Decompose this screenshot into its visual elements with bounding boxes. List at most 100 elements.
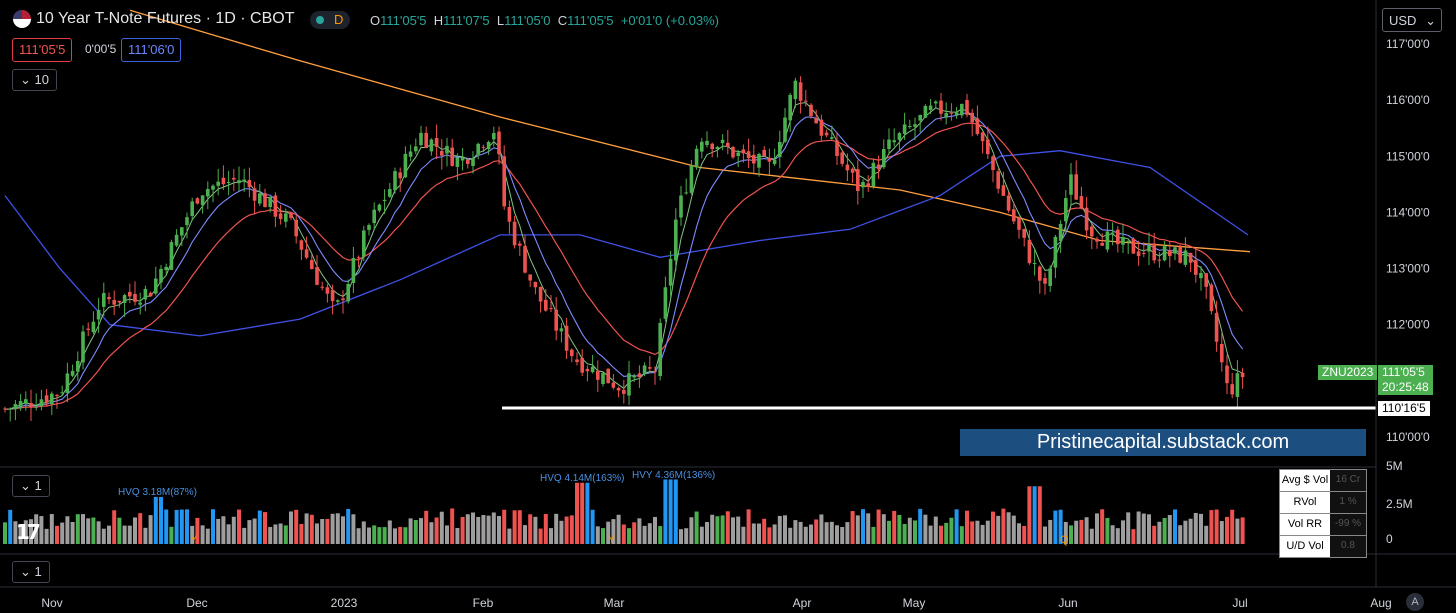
candle-body bbox=[778, 141, 782, 158]
candle-body bbox=[133, 293, 137, 302]
time-tick-label: Aug bbox=[1370, 596, 1391, 610]
candle-body bbox=[757, 153, 761, 168]
candle-body bbox=[492, 133, 496, 140]
volume-bar bbox=[850, 511, 855, 544]
volume-bar bbox=[996, 515, 1001, 544]
buy-price-button[interactable]: 111'06'0 bbox=[121, 38, 182, 62]
volume-bar bbox=[985, 520, 990, 544]
candle-body bbox=[538, 286, 543, 302]
ma-9-line bbox=[4, 112, 1244, 410]
candle-body bbox=[226, 181, 231, 183]
price-tick-label: 117'00'0 bbox=[1386, 37, 1430, 51]
auto-scale-button[interactable]: A bbox=[1406, 593, 1424, 611]
volume-bar bbox=[455, 527, 460, 544]
volume-bar bbox=[1157, 521, 1162, 544]
volume-bar bbox=[835, 525, 839, 544]
volume-bar bbox=[715, 516, 720, 544]
volume-bar bbox=[434, 517, 439, 544]
volume-bar bbox=[694, 511, 699, 544]
candle-body bbox=[55, 394, 59, 396]
volume-bar bbox=[543, 514, 548, 544]
volume-bar bbox=[772, 524, 777, 544]
volume-bar bbox=[75, 514, 80, 544]
time-tick-label: Dec bbox=[186, 596, 207, 610]
volume-bar bbox=[673, 479, 678, 544]
candle-body bbox=[596, 370, 600, 380]
candle-body bbox=[356, 257, 361, 259]
stat-row: RVol 1 % bbox=[1279, 492, 1367, 514]
candle-body bbox=[601, 372, 605, 384]
price-tick-label: 112'00'0 bbox=[1386, 318, 1430, 332]
volume-bar bbox=[819, 514, 824, 544]
volume-bar bbox=[689, 517, 694, 544]
market-status[interactable]: D bbox=[310, 11, 350, 29]
candle-body bbox=[91, 321, 96, 333]
candle-body bbox=[320, 286, 324, 288]
volume-bar bbox=[1084, 517, 1089, 544]
candle-body bbox=[705, 140, 709, 146]
volume-bar bbox=[658, 526, 663, 544]
volume-bar bbox=[356, 528, 361, 544]
candle-body bbox=[34, 406, 38, 408]
candle-body bbox=[814, 118, 818, 124]
candle-body bbox=[18, 401, 23, 408]
volume-tick-label: 2.5M bbox=[1386, 497, 1413, 511]
candle-body bbox=[923, 105, 928, 118]
time-tick-label: May bbox=[903, 596, 926, 610]
volume-bar bbox=[289, 511, 293, 544]
volume-bar bbox=[564, 516, 569, 544]
candle-body bbox=[403, 153, 408, 178]
tradingview-logo-icon[interactable]: 17 bbox=[16, 520, 41, 544]
volume-bar bbox=[179, 509, 184, 544]
candle-body bbox=[1131, 238, 1136, 254]
candle-body bbox=[876, 164, 881, 170]
volume-bar bbox=[606, 521, 611, 544]
candle-body bbox=[39, 399, 44, 407]
volume-bar bbox=[283, 525, 288, 544]
candle-body bbox=[200, 195, 205, 206]
volume-bar bbox=[143, 527, 148, 544]
volume-bar bbox=[939, 525, 943, 544]
candle-body bbox=[897, 133, 902, 140]
candle-body bbox=[632, 375, 636, 378]
volume-bar bbox=[8, 509, 13, 544]
candle-body bbox=[206, 188, 210, 197]
candle-body bbox=[564, 325, 569, 351]
candle-body bbox=[1152, 243, 1156, 261]
candlesticks bbox=[3, 76, 1245, 422]
chart-title[interactable]: 10 Year T-Note Futures · 1D · CBOT bbox=[36, 10, 295, 27]
volume-bar bbox=[107, 525, 111, 544]
volume-bar bbox=[845, 522, 850, 544]
volume-bar bbox=[96, 521, 101, 544]
volume-bar bbox=[1199, 513, 1203, 544]
candle-body bbox=[533, 281, 538, 288]
candle-body bbox=[1194, 260, 1198, 275]
candle-body bbox=[481, 146, 486, 148]
indicators-toggle-volume[interactable]: ⌄ 1 bbox=[12, 475, 50, 497]
volume-bar bbox=[1063, 521, 1068, 544]
indicators-toggle-pane3[interactable]: ⌄ 1 bbox=[12, 561, 50, 583]
volume-tick-label: 0 bbox=[1386, 532, 1393, 546]
candle-body bbox=[294, 220, 298, 237]
candle-body bbox=[585, 368, 590, 372]
candle-body bbox=[372, 209, 376, 224]
volume-bar bbox=[751, 523, 756, 544]
candle-body bbox=[310, 259, 314, 270]
volume-bar bbox=[949, 517, 954, 544]
volume-bar bbox=[195, 517, 200, 544]
indicators-toggle-main[interactable]: ⌄ 10 bbox=[12, 69, 57, 91]
volume-bar bbox=[621, 524, 626, 544]
volume-bar bbox=[34, 514, 39, 544]
volume-bar bbox=[1053, 510, 1058, 544]
volume-bar bbox=[138, 513, 143, 544]
currency-select[interactable]: USD ⌄ bbox=[1382, 8, 1442, 32]
candle-body bbox=[1001, 185, 1006, 196]
candle-body bbox=[752, 154, 756, 164]
volume-bar bbox=[1110, 525, 1115, 544]
volume-bar bbox=[741, 526, 746, 544]
candle-body bbox=[148, 292, 153, 297]
volume-bar bbox=[710, 514, 715, 544]
sell-price-button[interactable]: 111'05'5 bbox=[12, 38, 73, 62]
price-tick-label: 115'00'0 bbox=[1386, 149, 1430, 163]
